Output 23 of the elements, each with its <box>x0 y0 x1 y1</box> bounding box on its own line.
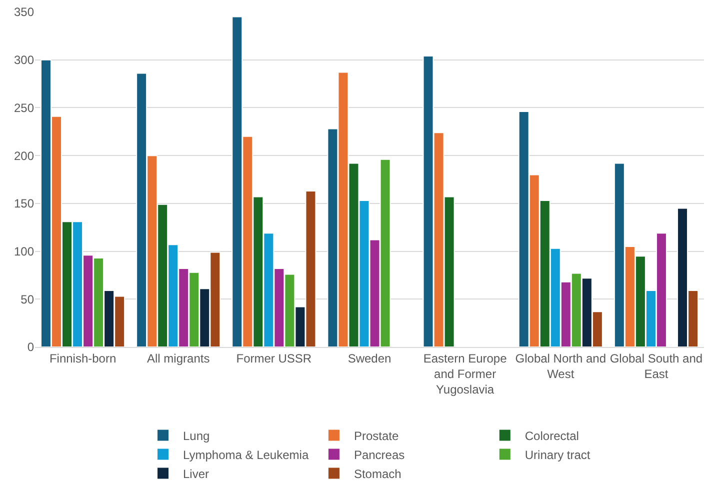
legend-label: Pancreas <box>354 448 405 462</box>
x-tick-label: Sweden <box>348 351 392 366</box>
y-tick-label: 250 <box>14 100 34 115</box>
y-tick-label: 300 <box>14 53 34 68</box>
y-tick-label: 100 <box>14 244 34 258</box>
y-tick-label: 350 <box>14 5 34 20</box>
legend-label: Colorectal <box>524 428 579 443</box>
y-tick-label: 200 <box>14 148 34 163</box>
x-tick-label: All migrants <box>147 351 210 366</box>
legend-label: Lymphoma & Leukemia <box>183 448 309 462</box>
x-tick-label: Global South and East <box>610 351 703 381</box>
y-tick-label: 50 <box>20 292 34 306</box>
legend-label: Stomach <box>354 466 402 481</box>
x-tick-label: Finnish-born <box>49 351 116 366</box>
legend-label: Urinary tract <box>524 448 591 462</box>
legend-label: Lung <box>183 428 210 443</box>
y-tick-label: 0 <box>27 340 34 354</box>
y-tick-label: 150 <box>14 196 34 211</box>
legend-label: Liver <box>183 466 210 481</box>
legend-label: Prostate <box>354 428 399 443</box>
x-tick-label: Former USSR <box>236 351 312 366</box>
x-tick-label: Global North and West <box>515 351 606 381</box>
x-tick-label: Eastern Europe and Former Yugoslavia <box>423 351 508 397</box>
